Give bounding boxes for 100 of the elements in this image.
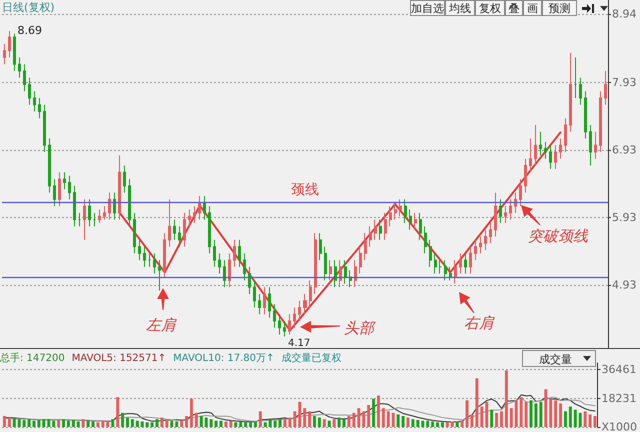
bar (386, 411, 390, 427)
bar (372, 398, 376, 427)
candlestick (479, 236, 482, 254)
candlestick (319, 232, 322, 261)
candlestick (63, 172, 66, 190)
annotation: 复权 (475, 0, 505, 16)
bar (338, 418, 341, 427)
y-tick-label: 18231 (601, 392, 636, 405)
candlestick (329, 260, 332, 281)
bar (588, 414, 592, 427)
candlestick (589, 124, 592, 166)
candlestick (128, 178, 131, 227)
candlestick (429, 239, 432, 268)
bar (446, 422, 449, 427)
candlestick (574, 56, 577, 98)
candlestick (163, 232, 166, 278)
annotation: 加自选 (410, 0, 445, 16)
bar (466, 400, 469, 427)
candlestick (83, 198, 86, 240)
bar (66, 420, 70, 427)
candlestick (434, 252, 437, 274)
candlestick (469, 246, 472, 274)
candlestick (28, 77, 31, 106)
annotation: 画 (523, 0, 542, 16)
bar (244, 422, 248, 427)
bar (8, 418, 11, 427)
candlestick (228, 252, 231, 288)
candlestick (494, 192, 497, 238)
bar (106, 421, 110, 427)
candlestick (248, 266, 251, 294)
y-tick-label: X1000 (601, 420, 637, 432)
candlestick (148, 252, 151, 268)
ref-line-label: 颈线 (291, 182, 319, 198)
bar (411, 419, 414, 427)
candlestick (534, 124, 537, 166)
candlestick (389, 206, 392, 227)
bar (185, 416, 188, 427)
candlestick (298, 300, 301, 322)
candlestick (188, 208, 191, 227)
candlestick (223, 260, 226, 288)
candlestick (499, 198, 502, 224)
candlestick (324, 246, 327, 281)
bar (520, 397, 523, 427)
bar (258, 411, 262, 427)
candlestick (369, 226, 372, 248)
bar (86, 420, 90, 427)
bar (32, 420, 36, 427)
dropdown: 成交量 (522, 350, 596, 367)
annotation: MAVOL5: 152571↑ (72, 353, 166, 364)
bar (194, 412, 198, 427)
bar (229, 420, 232, 427)
candlestick (258, 293, 261, 315)
candlestick (48, 138, 51, 194)
candlestick (193, 206, 196, 224)
bar (62, 419, 65, 427)
bar (293, 411, 296, 427)
y-tick-label: 7.93 (612, 76, 636, 89)
candlestick (364, 232, 367, 261)
bar (150, 422, 154, 427)
bar (37, 420, 40, 427)
candlestick (133, 212, 136, 254)
bar (313, 416, 316, 427)
candlestick (419, 212, 422, 240)
candlestick (218, 252, 221, 274)
candlestick (584, 90, 587, 140)
candlestick (394, 202, 397, 220)
candlestick (439, 260, 442, 274)
bar (460, 420, 464, 427)
candlestick (213, 239, 216, 268)
candlestick (303, 293, 307, 315)
candlestick (98, 208, 101, 224)
candlestick (399, 198, 402, 217)
candlestick (409, 208, 412, 230)
candlestick (73, 185, 76, 227)
bar (254, 421, 257, 427)
y-tick-label: 6.93 (612, 144, 636, 157)
candlestick (198, 195, 201, 220)
candlestick (123, 165, 126, 194)
bar (283, 419, 286, 427)
candlestick (183, 212, 186, 248)
bar (96, 422, 100, 427)
candlestick (203, 195, 206, 220)
annotation: 左肩 (146, 316, 176, 334)
candlestick (278, 314, 281, 335)
candlestick (118, 154, 121, 220)
candlestick (339, 260, 342, 288)
bar (318, 418, 321, 427)
annotation: 预测 (542, 0, 577, 16)
bar (347, 416, 350, 427)
candlestick (539, 131, 542, 156)
bar (57, 420, 60, 427)
candlestick (33, 90, 36, 112)
bar (308, 411, 312, 427)
bar (530, 400, 533, 427)
bar (396, 414, 400, 427)
candlestick (58, 172, 61, 207)
bar (539, 402, 542, 427)
candlestick (514, 192, 517, 214)
bar (220, 420, 222, 427)
bar (92, 421, 95, 427)
